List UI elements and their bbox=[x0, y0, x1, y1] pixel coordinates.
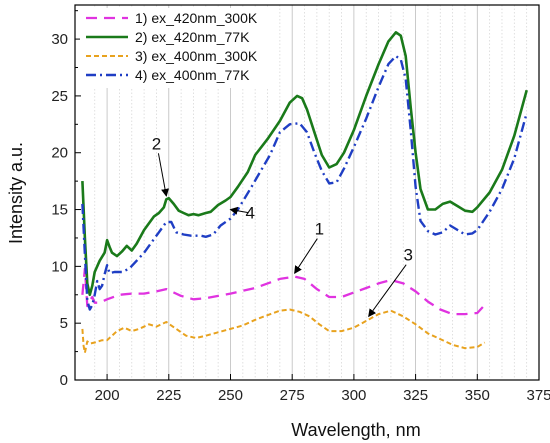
x-tick-label: 375 bbox=[526, 387, 550, 404]
x-tick-label: 275 bbox=[280, 387, 305, 404]
annotation-label-3: 3 bbox=[403, 246, 412, 265]
series-line-3 bbox=[81, 308, 486, 354]
y-tick-label: 5 bbox=[60, 315, 68, 332]
series-line-2 bbox=[81, 30, 528, 297]
x-tick-label: 300 bbox=[341, 387, 366, 404]
series-layer bbox=[81, 30, 528, 354]
y-axis-title: Intensity a.u. bbox=[6, 142, 26, 244]
axis-ticks: 200 225 250 275 300 325 350 375 0 5 10 15 20 25 30 bbox=[51, 10, 550, 404]
legend: 1) ex_420nm_300K 2) ex_420nm_77K 3) ex_400… bbox=[80, 8, 270, 88]
annotation-label-2: 2 bbox=[152, 134, 161, 153]
annotation-arrow-3 bbox=[368, 264, 407, 318]
x-tick-label: 350 bbox=[465, 387, 490, 404]
x-tick-label: 325 bbox=[403, 387, 428, 404]
annotation-arrow-1 bbox=[294, 238, 318, 275]
y-tick-label: 10 bbox=[51, 258, 68, 275]
annotations: 2 4 1 3 bbox=[152, 134, 413, 318]
legend-label-4: 4) ex_400nm_77K bbox=[135, 67, 250, 83]
annotation-arrow-4 bbox=[229, 206, 249, 215]
annotation-label-4: 4 bbox=[245, 204, 254, 223]
y-tick-label: 0 bbox=[60, 372, 68, 389]
x-tick-label: 250 bbox=[218, 387, 243, 404]
annotation-arrow-2 bbox=[157, 153, 169, 197]
legend-label-3: 3) ex_400nm_300K bbox=[135, 48, 258, 64]
legend-label-1: 1) ex_420nm_300K bbox=[135, 10, 258, 26]
y-tick-label: 15 bbox=[51, 202, 68, 219]
series-line-4 bbox=[81, 54, 528, 311]
legend-label-2: 2) ex_420nm_77K bbox=[135, 29, 250, 45]
x-axis-title: Wavelength, nm bbox=[291, 420, 420, 440]
x-tick-label: 200 bbox=[95, 387, 120, 404]
y-tick-label: 25 bbox=[51, 88, 68, 105]
x-tick-label: 225 bbox=[156, 387, 181, 404]
series-line-1 bbox=[81, 267, 486, 316]
y-tick-label: 20 bbox=[51, 145, 68, 162]
y-tick-label: 30 bbox=[51, 31, 68, 48]
annotation-label-1: 1 bbox=[315, 220, 324, 239]
plot-frame bbox=[74, 4, 540, 381]
